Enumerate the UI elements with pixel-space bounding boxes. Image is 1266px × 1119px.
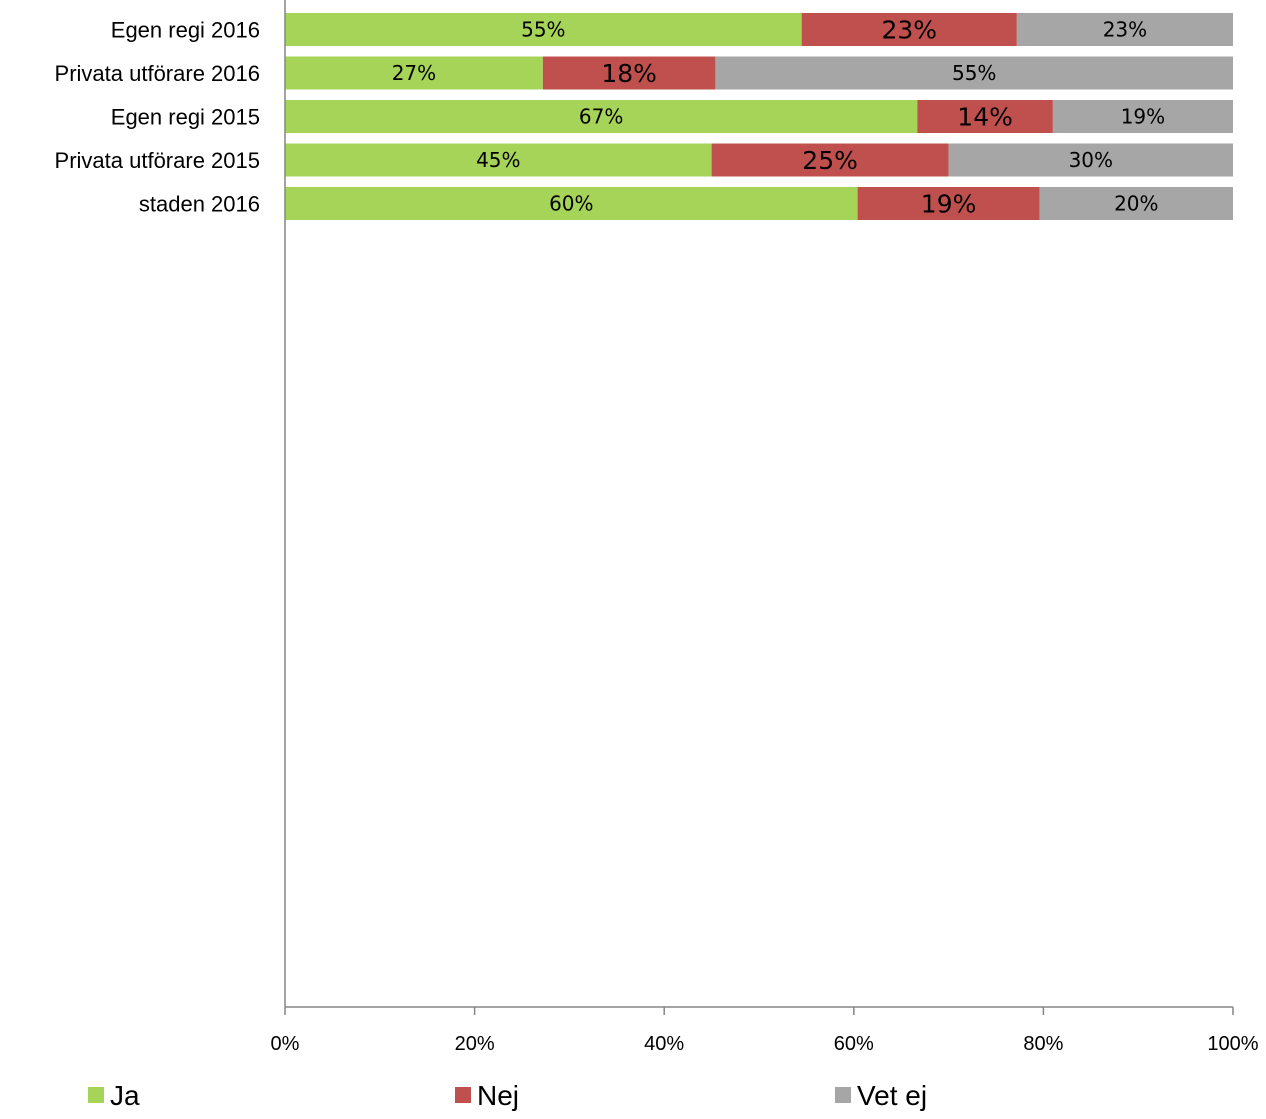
bar-segment-ja-privata-utforare-2015 [285, 143, 712, 177]
x-tick-label: 0% [271, 1033, 300, 1055]
data-label-vet-ej-egen-regi-2015: 19% [1121, 105, 1165, 129]
legend-swatch-nej [455, 1087, 471, 1103]
x-tick-label: 80% [1023, 1033, 1063, 1055]
x-tick-label: 60% [834, 1033, 874, 1055]
data-label-nej-egen-regi-2016: 23% [881, 16, 937, 45]
bar-segment-nej-egen-regi-2016 [801, 13, 1017, 46]
data-label-ja-staden-2016: 60% [549, 192, 593, 216]
bar-segment-nej-staden-2016 [857, 187, 1040, 220]
bar-segment-vet-ej-privata-utforare-2015 [948, 143, 1233, 177]
x-tick-label: 40% [644, 1033, 684, 1055]
bar-segment-ja-egen-regi-2015 [285, 100, 918, 133]
data-label-ja-egen-regi-2015: 67% [579, 105, 623, 129]
bar-segment-vet-ej-privata-utforare-2016 [715, 56, 1233, 90]
data-label-vet-ej-privata-utforare-2015: 30% [1069, 148, 1113, 172]
bar-segment-vet-ej-staden-2016 [1039, 187, 1233, 220]
data-label-ja-egen-regi-2016: 55% [521, 18, 565, 42]
bar-segment-nej-egen-regi-2015 [917, 100, 1053, 133]
data-label-vet-ej-egen-regi-2016: 23% [1103, 18, 1147, 42]
bar-segment-ja-egen-regi-2016 [285, 13, 802, 46]
legend-label-ja: Ja [110, 1080, 140, 1111]
legend-swatch-ja [88, 1087, 104, 1103]
data-label-nej-privata-utforare-2016: 18% [601, 59, 657, 88]
bar-segment-ja-staden-2016 [285, 187, 858, 220]
legend-swatch-vet-ej [835, 1087, 851, 1103]
data-label-vet-ej-staden-2016: 20% [1114, 192, 1158, 216]
category-label-privata-utforare-2016: Privata utförare 2016 [55, 61, 260, 86]
bar-segment-nej-privata-utforare-2016 [542, 56, 716, 90]
bar-segment-ja-privata-utforare-2016 [285, 56, 543, 90]
bar-segment-nej-privata-utforare-2015 [711, 143, 949, 177]
data-label-nej-egen-regi-2015: 14% [957, 103, 1013, 132]
x-tick-label: 100% [1207, 1033, 1258, 1055]
data-label-ja-privata-utforare-2016: 27% [392, 61, 436, 85]
bar-segment-vet-ej-egen-regi-2016 [1016, 13, 1233, 46]
legend-label-nej: Nej [477, 1080, 519, 1111]
data-label-vet-ej-privata-utforare-2016: 55% [952, 61, 996, 85]
data-label-nej-privata-utforare-2015: 25% [802, 146, 858, 175]
data-label-nej-staden-2016: 19% [921, 190, 977, 219]
data-label-ja-privata-utforare-2015: 45% [476, 148, 520, 172]
category-label-egen-regi-2015: Egen regi 2015 [111, 105, 260, 130]
category-label-privata-utforare-2015: Privata utförare 2015 [55, 148, 260, 173]
legend-label-vet-ej: Vet ej [857, 1080, 927, 1111]
category-label-staden-2016: staden 2016 [139, 192, 260, 217]
bar-segment-vet-ej-egen-regi-2015 [1052, 100, 1233, 133]
category-label-egen-regi-2016: Egen regi 2016 [111, 18, 260, 43]
x-tick-label: 20% [455, 1033, 495, 1055]
